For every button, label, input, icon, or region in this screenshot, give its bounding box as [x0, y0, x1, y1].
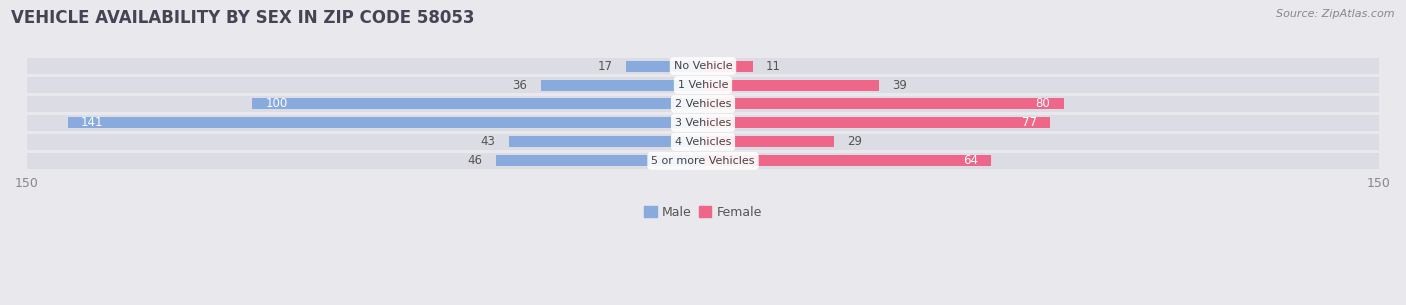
Bar	[27, 58, 1379, 74]
Bar	[703, 80, 879, 91]
Text: 3 Vehicles: 3 Vehicles	[675, 118, 731, 128]
Text: 77: 77	[1022, 117, 1036, 129]
Text: No Vehicle: No Vehicle	[673, 61, 733, 71]
Bar	[541, 80, 703, 91]
Bar	[27, 152, 1379, 169]
Text: VEHICLE AVAILABILITY BY SEX IN ZIP CODE 58053: VEHICLE AVAILABILITY BY SEX IN ZIP CODE …	[11, 9, 475, 27]
Text: 11: 11	[766, 59, 782, 73]
Bar	[27, 96, 1379, 112]
Text: 141: 141	[82, 117, 104, 129]
Text: 43: 43	[481, 135, 496, 149]
Bar	[627, 60, 703, 72]
Text: 29: 29	[848, 135, 862, 149]
Text: 2 Vehicles: 2 Vehicles	[675, 99, 731, 109]
Bar	[252, 99, 703, 109]
Bar	[496, 155, 703, 167]
Bar	[703, 117, 1050, 128]
Bar	[67, 117, 703, 128]
Text: Source: ZipAtlas.com: Source: ZipAtlas.com	[1277, 9, 1395, 19]
Text: 80: 80	[1035, 98, 1050, 110]
Bar	[27, 77, 1379, 93]
Bar	[27, 115, 1379, 131]
Text: 64: 64	[963, 154, 979, 167]
Bar	[703, 60, 752, 72]
Legend: Male, Female: Male, Female	[644, 206, 762, 219]
Text: 36: 36	[512, 78, 527, 92]
Text: 46: 46	[467, 154, 482, 167]
Text: 17: 17	[598, 59, 613, 73]
Text: 100: 100	[266, 98, 288, 110]
Bar	[27, 134, 1379, 150]
Bar	[509, 136, 703, 147]
Bar	[703, 99, 1063, 109]
Bar	[703, 155, 991, 167]
Text: 39: 39	[893, 78, 907, 92]
Text: 4 Vehicles: 4 Vehicles	[675, 137, 731, 147]
Text: 1 Vehicle: 1 Vehicle	[678, 80, 728, 90]
Text: 5 or more Vehicles: 5 or more Vehicles	[651, 156, 755, 166]
Bar	[703, 136, 834, 147]
